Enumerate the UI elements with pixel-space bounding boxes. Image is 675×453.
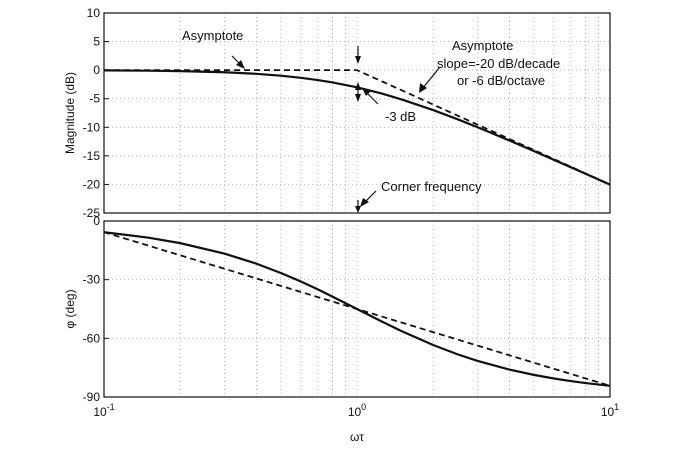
phase-y-ticks: 0 -30 -60 -90 [83, 214, 109, 404]
phase-panel: 0 -30 -60 -90 10-1 100 101 φ (deg) ωτ [63, 214, 619, 444]
marker-3db-vertical [355, 82, 361, 102]
magnitude-series [103, 69, 611, 186]
arrow-asymptote-left [231, 55, 245, 69]
arrow-asymptote-slope [419, 66, 441, 93]
phase-solid-curve [103, 231, 611, 387]
phase-x-tick-label: 10-1 [93, 402, 114, 419]
magnitude-y-tick-label: 10 [87, 6, 101, 20]
phase-x-axis-label: ωτ [350, 430, 364, 444]
magnitude-y-tick-label: 0 [93, 63, 100, 77]
phase-x-ticks: 10-1 100 101 [93, 402, 619, 419]
phase-x-tick-label: 101 [601, 402, 619, 419]
magnitude-y-tick-label: 5 [93, 35, 100, 49]
phase-series [103, 231, 611, 387]
magnitude-y-tick-label: -25 [83, 206, 101, 220]
phase-y-tick-label: 0 [93, 214, 100, 228]
phase-y-tick-label: -90 [83, 390, 101, 404]
annotation-asymptote-right-line2: slope=-20 dB/decade [437, 56, 560, 71]
annotation-asymptote-left: Asymptote [182, 28, 243, 43]
magnitude-y-tick-label: -20 [83, 177, 101, 191]
phase-dashed-curve [103, 231, 611, 387]
annotation-corner-frequency: Corner frequency [381, 179, 482, 194]
arrow-corner-top [355, 46, 361, 64]
phase-plot-frame [103, 220, 611, 398]
magnitude-y-axis-label: Magnitude (dB) [63, 72, 77, 154]
magnitude-y-tick-label: -15 [83, 149, 101, 163]
phase-x-tick-label: 100 [348, 402, 366, 419]
magnitude-y-ticks: 10 5 0 -5 -10 -15 -20 -25 [83, 6, 109, 220]
magnitude-plot-frame [103, 12, 611, 214]
annotation-asymptote-right-line1: Asymptote [452, 38, 513, 53]
phase-grid [104, 221, 610, 397]
magnitude-y-tick-label: -10 [83, 120, 101, 134]
magnitude-dashed-curve [104, 69, 611, 186]
magnitude-y-tick-label: -5 [89, 92, 100, 106]
magnitude-panel: 10 5 0 -5 -10 -15 -20 -25 Magnitude (dB) Asympt… [63, 6, 611, 220]
magnitude-grid [104, 13, 610, 213]
arrow-corner-frequency [360, 190, 377, 207]
annotation-minus-3db: -3 dB [385, 109, 416, 124]
phase-y-axis-label: φ (deg) [63, 289, 77, 328]
arrow-corner-bottom [355, 200, 361, 213]
phase-y-tick-label: -60 [83, 331, 101, 345]
annotation-asymptote-right-line3: or -6 dB/octave [457, 73, 545, 88]
arrow-3db-label [362, 88, 379, 105]
phase-y-tick-label: -30 [83, 273, 101, 287]
